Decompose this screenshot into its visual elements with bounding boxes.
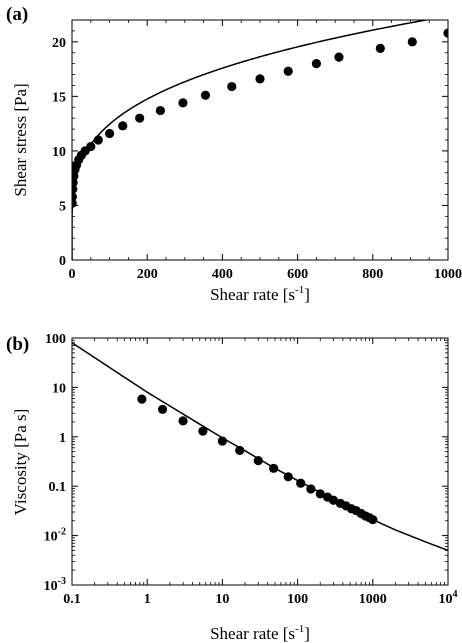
panel-a-data-point	[200, 90, 211, 100]
panel-a-y-tick-label: 0	[59, 254, 66, 269]
panel-b-viscosity-chart: 0.1 1 10 100 1000 104 10-3 10-2 0.1 1 10 100 (b) Shea…	[6, 332, 458, 643]
panel-a-y-tick-label: 10	[52, 145, 66, 160]
panel-a-x-axis-label: Shear rate [s-1]	[210, 284, 310, 304]
panel-b-data-point	[235, 445, 245, 456]
panel-a-x-tick-label: 200	[137, 267, 158, 282]
panel-a-data-point	[178, 98, 188, 108]
panel-a-x-tick-label: 1000	[434, 267, 462, 282]
panel-a-y-axis-label: Shear stress [Pa]	[11, 83, 30, 196]
panel-a-y-tick-label: 5	[59, 199, 66, 214]
panel-a-data-point	[255, 74, 265, 84]
panel-b-x-tick-label: 10	[215, 592, 229, 607]
panel-b-data-point	[198, 426, 208, 436]
panel-a-data-point	[227, 81, 237, 92]
panel-a-y-tick-label: 20	[52, 36, 66, 51]
panel-b-x-tick-label: 100	[287, 592, 308, 607]
panel-b-y-axis-label: Viscosity [Pa s]	[11, 409, 30, 516]
panel-b-data-point	[157, 404, 168, 414]
panel-a-y-tick-label: 15	[52, 90, 66, 105]
panel-b-x-tick-label: 1000	[359, 592, 387, 607]
panel-a-label: (a)	[6, 4, 28, 25]
panel-b-fit-line	[72, 342, 448, 552]
panel-b-label: (b)	[6, 334, 29, 355]
panel-b-y-tick-label: 10-2	[44, 527, 66, 545]
panel-a-x-tick-label: 400	[212, 267, 233, 282]
panel-a-data-point	[443, 28, 448, 38]
panel-b-data-point	[178, 416, 188, 426]
panel-a-data-point	[135, 113, 145, 123]
panel-b-y-tick-label: 10-3	[44, 576, 66, 594]
panel-b-x-axis-label: Shear rate [s-1]	[210, 623, 310, 643]
panel-b-data-point	[137, 394, 147, 404]
panel-a-x-tick-label: 800	[362, 267, 383, 282]
panel-b-plot-frame	[71, 337, 449, 586]
panel-a-data-point	[407, 37, 417, 47]
panel-b-x-tick-label: 104	[439, 589, 458, 607]
panel-a-x-tick-label: 600	[287, 267, 308, 282]
panel-a-data-point	[375, 43, 385, 53]
panel-b-y-tick-label: 100	[45, 332, 66, 347]
panel-a-data-point	[155, 105, 165, 116]
panel-b-x-tick-label: 0.1	[63, 592, 81, 607]
panel-a-data-point	[105, 128, 115, 139]
panel-a-data-point	[118, 121, 128, 131]
panel-a-shear-stress-chart: 0 200 400 600 800 1000 0 5 10 15 20 (a) Shear rate […	[6, 4, 462, 304]
panel-a-data-point	[311, 59, 321, 69]
panel-a-data-point	[334, 52, 344, 62]
panel-b-y-tick-label: 1	[59, 431, 66, 446]
panel-a-data-point	[283, 66, 293, 76]
panel-b-x-tick-label: 1	[144, 592, 151, 607]
panel-b-y-tick-label: 10	[52, 381, 66, 396]
panel-a-data-layer	[72, 20, 448, 260]
panel-b-data-point	[253, 455, 263, 466]
panel-b-data-layer	[72, 342, 448, 552]
panel-a-x-tick-label: 0	[69, 267, 76, 282]
panel-b-y-tick-label: 0.1	[49, 480, 67, 495]
panel-a-fit-line	[72, 20, 431, 260]
